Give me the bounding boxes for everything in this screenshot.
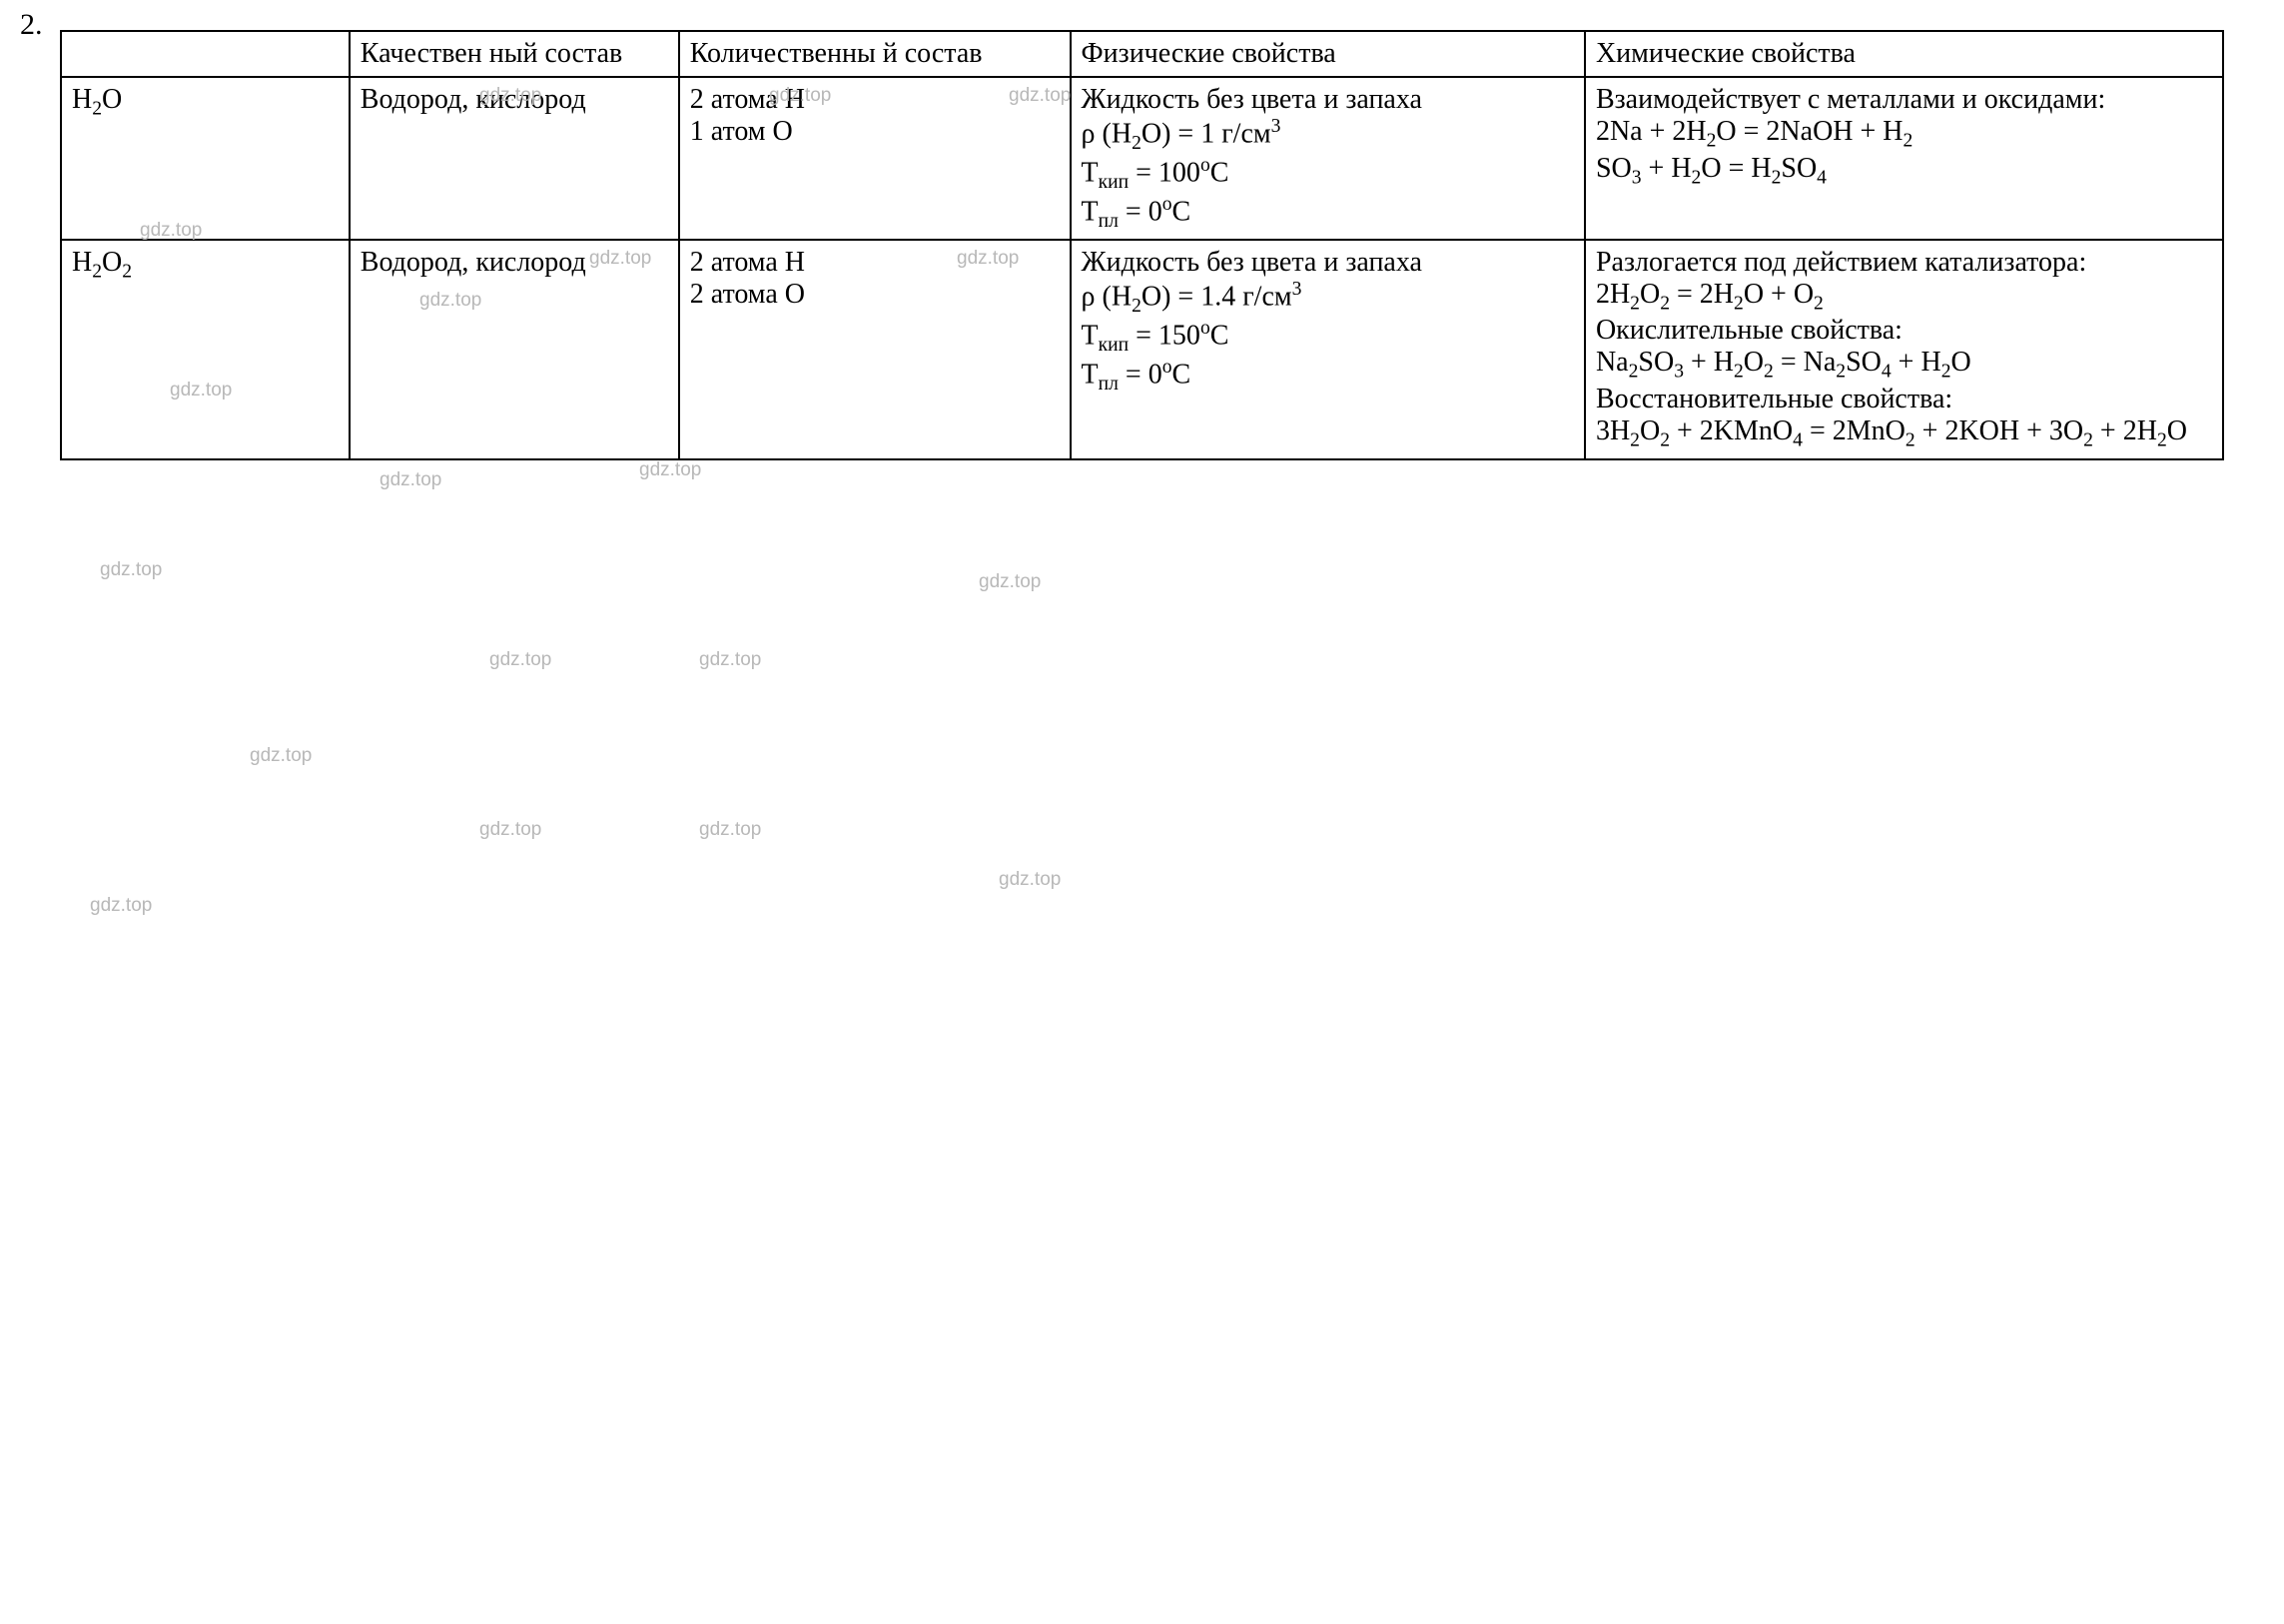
- header-physical: Физические свойства: [1071, 31, 1585, 77]
- header-empty: [61, 31, 350, 77]
- page-number: 2.: [20, 8, 43, 42]
- table-row: H2O Водород, кислород 2 атома H1 атом O …: [61, 77, 2223, 240]
- cell-chemical: Взаимодействует с металлами и оксидами:2…: [1585, 77, 2223, 240]
- watermark-text: gdz.top: [639, 459, 701, 481]
- table-header-row: Качествен ный состав Количественны й сос…: [61, 31, 2223, 77]
- cell-chemical: Разлогается под действием катализатора:2…: [1585, 240, 2223, 459]
- comparison-table: Качествен ный состав Количественны й сос…: [60, 30, 2224, 460]
- cell-qualitative: Водород, кислород: [350, 240, 679, 459]
- cell-quantitative: 2 атома H2 атома O: [679, 240, 1071, 459]
- watermark-text: gdz.top: [250, 745, 312, 767]
- watermark-text: gdz.top: [699, 649, 761, 671]
- cell-physical: Жидкость без цвета и запахаρ (H2O) = 1 г…: [1071, 77, 1585, 240]
- cell-quantitative: 2 атома H1 атом O: [679, 77, 1071, 240]
- cell-formula: H2O: [61, 77, 350, 240]
- watermark-text: gdz.top: [479, 819, 541, 841]
- watermark-text: gdz.top: [979, 571, 1041, 593]
- watermark-text: gdz.top: [90, 895, 152, 917]
- header-chemical: Химические свойства: [1585, 31, 2223, 77]
- watermark-text: gdz.top: [380, 469, 441, 491]
- watermark-text: gdz.top: [999, 869, 1061, 891]
- watermark-text: gdz.top: [489, 649, 551, 671]
- cell-physical: Жидкость без цвета и запахаρ (H2O) = 1.4…: [1071, 240, 1585, 459]
- table-row: H2O2 Водород, кислород 2 атома H2 атома …: [61, 240, 2223, 459]
- watermark-text: gdz.top: [699, 819, 761, 841]
- cell-qualitative: Водород, кислород: [350, 77, 679, 240]
- watermark-text: gdz.top: [100, 559, 162, 581]
- header-quantitative: Количественны й состав: [679, 31, 1071, 77]
- header-qualitative: Качествен ный состав: [350, 31, 679, 77]
- cell-formula: H2O2: [61, 240, 350, 459]
